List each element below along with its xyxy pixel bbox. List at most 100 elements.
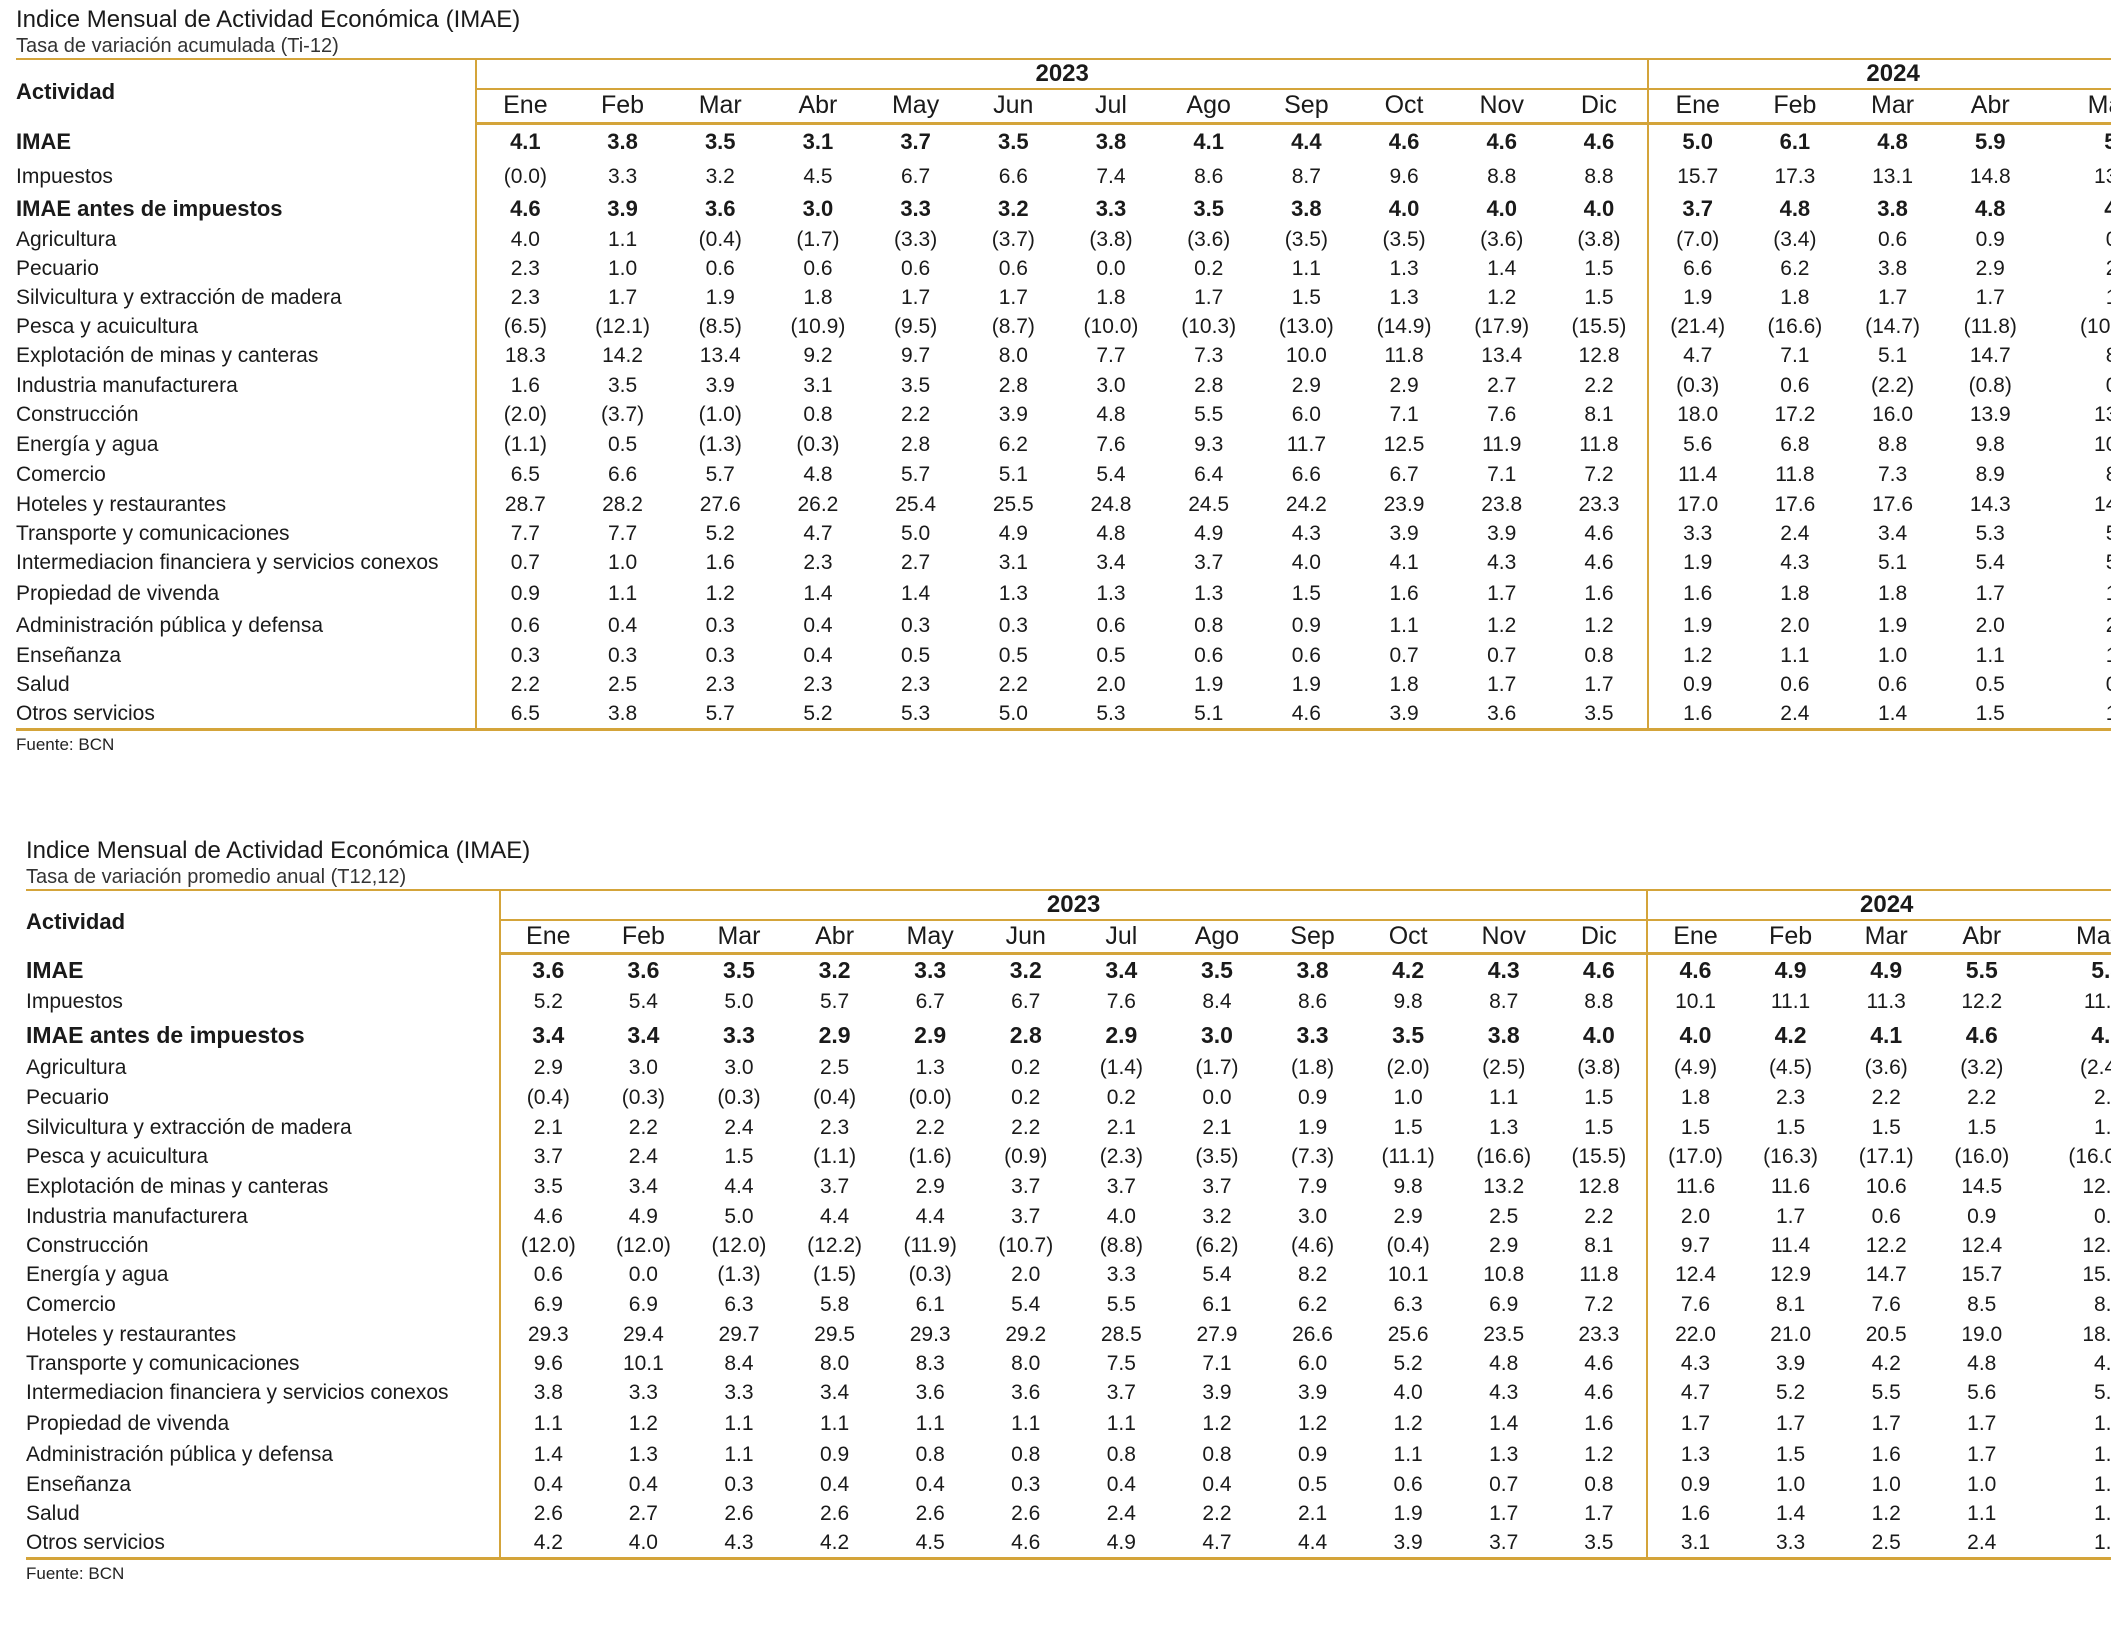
value-cell: (2.3) — [1099, 1144, 1143, 1168]
value-cell: 4.8 — [1779, 196, 1811, 221]
value-cell: 7.6 — [1487, 403, 1517, 426]
value-cell: 1.6 — [1647, 578, 1747, 610]
value-cell: 1.0 — [2039, 641, 2111, 670]
value-cell: (2.2) — [1870, 373, 1915, 397]
activity-label: Agricultura — [16, 227, 117, 251]
value-cell: 1.1 — [1011, 1411, 1041, 1435]
value-cell: 11.6 — [1646, 1171, 1743, 1202]
value-cell: 8.3 — [915, 1351, 945, 1375]
month-header: Ene — [1647, 89, 1747, 125]
value-cell: 5.2 — [705, 521, 735, 545]
value-cell: (10.9) — [790, 314, 846, 338]
table-block-accumulated: Indice Mensual de Actividad Económica (I… — [16, 6, 2111, 756]
value-cell: (16.0) — [1954, 1144, 2010, 1168]
value-cell: 6.1 — [915, 1293, 945, 1316]
value-cell: 17.3 — [1774, 164, 1816, 188]
value-cell: 1.9 — [1647, 283, 1747, 312]
value-cell: 2.2 — [915, 1115, 945, 1139]
value-cell: 1.1 — [1780, 643, 1810, 667]
value-cell: 1.2 — [1297, 1411, 1328, 1435]
value-cell: 0.8 — [1202, 1442, 1232, 1466]
value-cell: 3.2 — [1009, 957, 1042, 984]
table-row: Pesca y acuicultura 3.7 2.4 1.5 (1.1) (1.6) (0… — [26, 1142, 2111, 1171]
value-cell: 3.9 — [1389, 521, 1419, 545]
value-cell: (17.0) — [1646, 1142, 1743, 1171]
value-cell: 0.2 — [1011, 1056, 1041, 1079]
value-cell: 1.6 — [1871, 1442, 1901, 1466]
value-cell: 1.3 — [1489, 1115, 1519, 1139]
value-cell: (1.8) — [1290, 1056, 1335, 1079]
month-header-row: Ene Feb Mar Abr May Jun Jul Ago Sep Oct Nov Dic Ene F… — [16, 89, 2111, 125]
value-cell: 3.0 — [1096, 373, 1126, 397]
value-cell: (16.6) — [1767, 314, 1823, 338]
value-cell: 3.5 — [901, 373, 931, 397]
activity-label: IMAE — [26, 956, 84, 983]
value-cell: 4.1 — [1389, 551, 1419, 574]
value-cell: 2.3 — [705, 673, 735, 696]
value-cell: 3.3 — [1296, 1021, 1329, 1048]
value-cell: 1.7 — [1877, 285, 1908, 309]
value-cell: 0.9 — [1975, 227, 2005, 251]
value-cell: 1.5 — [1775, 1115, 1806, 1139]
value-cell: 2.5 — [607, 673, 638, 696]
value-cell: 4.9 — [1774, 957, 1807, 984]
activity-label: Administración pública y defensa — [26, 1442, 334, 1466]
value-cell: (12.2) — [807, 1233, 862, 1257]
value-cell: (0.3) — [717, 1086, 761, 1109]
value-cell: 4.0 — [1291, 551, 1321, 574]
value-cell: 1.7 — [1487, 673, 1517, 696]
value-cell: 3.5 — [1200, 957, 1233, 984]
value-cell: 6.6 — [1291, 463, 1321, 486]
activity-label: IMAE — [16, 128, 71, 154]
value-cell: 4.8 — [1877, 129, 1908, 155]
value-cell: 5.3 — [2091, 957, 2111, 984]
value-cell: 2.1 — [2039, 610, 2111, 641]
table-row: Silvicultura y extracción de madera 2.3 1.… — [16, 283, 2111, 312]
value-cell: 4.8 — [1096, 403, 1126, 426]
value-cell: 2.2 — [628, 1115, 658, 1139]
value-cell: (11.1) — [1381, 1144, 1435, 1168]
value-cell: 8.8 — [1487, 164, 1517, 188]
value-cell: 3.5 — [1551, 1529, 1648, 1560]
source-note: Fuente: BCN — [26, 1563, 125, 1583]
value-cell: 3.9 — [607, 196, 638, 221]
value-cell: (10.0) — [1083, 314, 1139, 338]
value-cell: 3.5 — [1550, 700, 1649, 731]
value-cell: 8.6 — [1297, 990, 1328, 1013]
value-cell: 1.8 — [1877, 582, 1908, 605]
value-cell: 1.6 — [1584, 1411, 1614, 1435]
value-cell: 1.0 — [1871, 1472, 1901, 1496]
value-cell: 5.9 — [1974, 129, 2006, 155]
value-cell: 7.6 — [1096, 433, 1126, 456]
value-cell: 2.0 — [1975, 613, 2005, 637]
value-cell: 1.7 — [1584, 673, 1614, 696]
activity-label: Salud — [16, 673, 70, 696]
value-cell: 11.4 — [1647, 460, 1747, 490]
month-header: Abr — [1941, 89, 2040, 125]
value-cell: (1.3) — [717, 1263, 761, 1286]
value-cell: 4.6 — [1646, 953, 1743, 987]
table-row: Enseñanza 0.4 0.4 0.3 0.4 0.4 0.3 0.4 0.4 0.5 0.6 0… — [26, 1470, 2111, 1499]
value-cell: 2.0 — [1096, 673, 1126, 696]
value-cell: 2.2 — [1871, 1086, 1901, 1109]
value-cell: 5.5 — [1106, 1293, 1136, 1316]
value-cell: 0.5 — [901, 643, 931, 667]
value-cell: 1.7 — [901, 285, 931, 309]
activity-label: IMAE antes de impuestos — [16, 196, 283, 221]
value-cell: 5.8 — [2093, 1381, 2111, 1404]
value-cell: 0.4 — [803, 643, 833, 667]
value-cell: 4.4 — [1291, 129, 1322, 155]
month-header: Abr — [1933, 920, 2030, 955]
table-row: Energía y agua 0.6 0.0 (1.3) (1.5) (0.3) 2.0 3.… — [26, 1260, 2111, 1290]
value-cell: 1.4 — [1487, 256, 1517, 280]
value-cell: 10.6 — [1865, 1174, 1907, 1198]
value-cell: 6.0 — [1297, 1351, 1328, 1375]
value-cell: 2.3 — [475, 283, 574, 312]
value-cell: 9.8 — [1975, 433, 2005, 456]
value-cell: 14.8 — [1969, 164, 2011, 188]
value-cell: (15.5) — [1571, 314, 1627, 338]
year-header-row: Actividad 2023 2024 — [16, 58, 2111, 123]
value-cell: (2.0) — [1386, 1056, 1430, 1079]
activity-label: Construcción — [16, 403, 139, 426]
value-cell: (17.1) — [1858, 1144, 1914, 1168]
